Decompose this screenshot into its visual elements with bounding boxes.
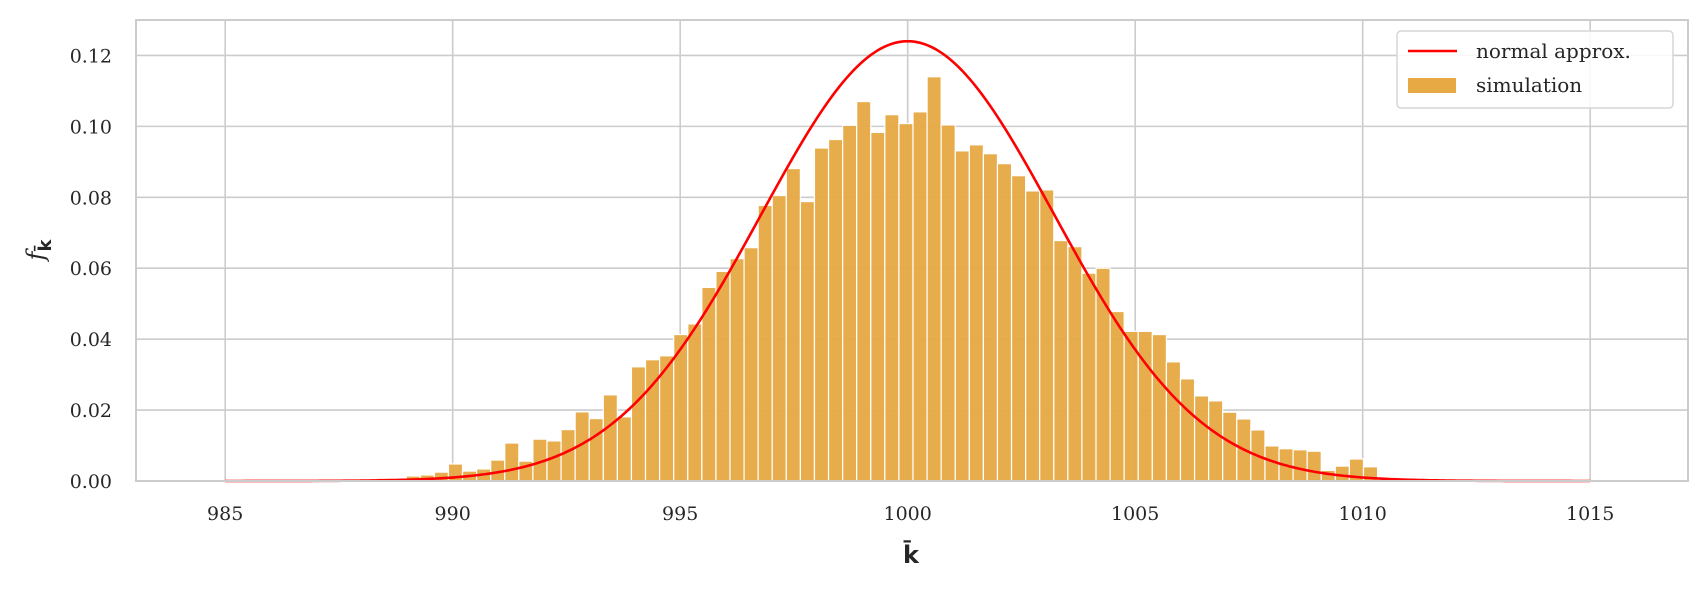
- histogram-bar: [912, 111, 928, 482]
- histogram-bar: [842, 124, 858, 482]
- legend-label-simulation: simulation: [1476, 73, 1582, 97]
- histogram-bar: [757, 204, 773, 482]
- histogram-bar: [1151, 333, 1168, 482]
- y-axis-label: fk̄: [22, 239, 56, 263]
- y-tick-label: 0.04: [70, 329, 112, 351]
- legend-bar-swatch: [1408, 78, 1456, 93]
- histogram-bar: [926, 76, 942, 482]
- histogram-bar: [1025, 190, 1041, 482]
- histogram-bar: [1081, 272, 1097, 482]
- y-tick-label: 0.12: [70, 45, 112, 67]
- histogram-bar: [856, 100, 872, 482]
- histogram-bar: [715, 270, 731, 482]
- histogram-bar: [1165, 361, 1182, 482]
- histogram-bar: [1208, 400, 1224, 482]
- y-axis-label-subscript: k̄: [34, 239, 56, 252]
- histogram-bar: [799, 200, 816, 482]
- histogram-bar: [898, 122, 914, 482]
- histogram-bar: [1222, 411, 1238, 482]
- histogram-bar: [813, 147, 830, 482]
- histogram-bar: [1137, 330, 1153, 482]
- y-tick-label: 0.08: [70, 187, 112, 209]
- histogram-bar: [1109, 310, 1125, 482]
- histogram-bar: [588, 417, 604, 482]
- histogram-bar: [504, 442, 520, 482]
- histogram-bar: [785, 167, 801, 482]
- histogram-bar: [616, 416, 633, 482]
- histogram-bar: [1292, 449, 1308, 482]
- x-tick-label: 985: [207, 503, 243, 525]
- histogram-bar: [1334, 465, 1351, 482]
- x-axis-label-text: k̄: [903, 539, 920, 569]
- histogram-bar: [982, 153, 999, 482]
- histogram-bar: [546, 440, 562, 482]
- histogram-bar: [1306, 450, 1322, 482]
- histogram-bar: [1123, 330, 1139, 482]
- y-tick-labels: 0.00 0.02 0.04 0.06 0.08 0.10 0.12: [70, 45, 112, 493]
- histogram-bar: [1053, 239, 1069, 482]
- histogram-bar: [729, 258, 745, 482]
- svg-text:fk̄: fk̄: [22, 239, 56, 263]
- y-tick-label: 0.06: [70, 258, 112, 280]
- x-tick-label: 995: [662, 503, 698, 525]
- legend: normal approx. simulation: [1396, 30, 1674, 109]
- histogram-bar: [1067, 245, 1083, 482]
- histogram-bar: [1010, 175, 1027, 482]
- histogram-bar: [954, 150, 970, 482]
- x-tick-label: 990: [435, 503, 471, 525]
- normal-approx-curve: [225, 39, 1591, 483]
- histogram-bar: [1179, 378, 1196, 482]
- histogram-bar: [630, 366, 647, 482]
- x-tick-label: 1005: [1111, 503, 1159, 525]
- x-tick-labels: 985 990 995 1000 1005 1010 1015: [207, 503, 1614, 525]
- histogram-bar: [771, 194, 787, 482]
- legend-label-normal: normal approx.: [1476, 39, 1631, 63]
- x-tick-label: 1010: [1338, 503, 1386, 525]
- plot-frame: [135, 19, 1689, 482]
- simulation-bars: [377, 76, 1379, 482]
- histogram-bar: [743, 247, 759, 482]
- histogram-bar: [884, 114, 900, 482]
- histogram-bar: [827, 138, 844, 482]
- histogram-bar: [1193, 395, 1210, 482]
- x-axis-label: k̄: [903, 539, 920, 569]
- histogram-bar: [996, 163, 1013, 482]
- y-tick-label: 0.00: [70, 471, 112, 493]
- histogram-bar: [940, 124, 956, 482]
- x-tick-label: 1000: [883, 503, 931, 525]
- histogram-bar: [870, 131, 886, 482]
- legend-box: [1396, 30, 1674, 109]
- histogram-bar: [560, 428, 576, 482]
- y-tick-label: 0.10: [70, 116, 112, 138]
- y-tick-label: 0.02: [70, 400, 112, 422]
- histogram-bar: [687, 323, 703, 482]
- histogram-bar: [968, 144, 984, 482]
- x-tick-label: 1015: [1566, 503, 1614, 525]
- histogram-bar: [1039, 189, 1055, 482]
- histogram-bar: [602, 394, 618, 482]
